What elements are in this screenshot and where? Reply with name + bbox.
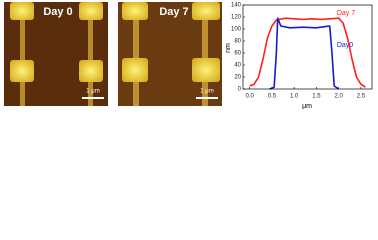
afm-image: Day 0 1 μm <box>4 2 108 106</box>
y-tick-label: 140 <box>231 3 242 9</box>
x-axis-label: μm <box>302 103 312 110</box>
afm-image: Day 7 1 μm <box>118 2 222 106</box>
x-tick-label: 1.5 <box>312 94 321 100</box>
y-tick-label: 100 <box>231 27 242 33</box>
series-line <box>269 17 340 90</box>
series-line <box>249 17 366 88</box>
y-tick-label: 60 <box>234 51 241 57</box>
x-tick-label: 0.5 <box>268 94 277 100</box>
series-label: Day 7 <box>337 10 355 17</box>
y-tick-label: 0 <box>238 87 242 93</box>
x-tick-label: 0.0 <box>246 94 255 100</box>
image-label: Day 7 <box>159 6 188 18</box>
series-label: Day0 <box>337 42 353 49</box>
image-label: Day 0 <box>43 6 72 18</box>
x-tick-label: 2.0 <box>334 94 343 100</box>
plot-frame <box>242 4 373 90</box>
scale-label: 1 μm <box>200 89 213 95</box>
chart: nm μm Day 7 Day0 0 20 40 60 80 100 120 140 0.0 0.… <box>225 3 373 110</box>
x-tick-label: 2.5 <box>357 94 366 100</box>
scale-label: 1 μm <box>86 89 99 95</box>
y-tick-label: 20 <box>234 75 241 81</box>
y-tick-label: 120 <box>231 15 242 21</box>
x-tick-label: 1.0 <box>290 94 299 100</box>
figure: Day 0 1 μm Day 7 1 μm nm μm Day 7 Day0 0… <box>4 2 373 110</box>
y-tick-label: 80 <box>234 39 241 45</box>
y-tick-label: 40 <box>234 63 241 69</box>
y-axis-label: nm <box>225 43 232 53</box>
